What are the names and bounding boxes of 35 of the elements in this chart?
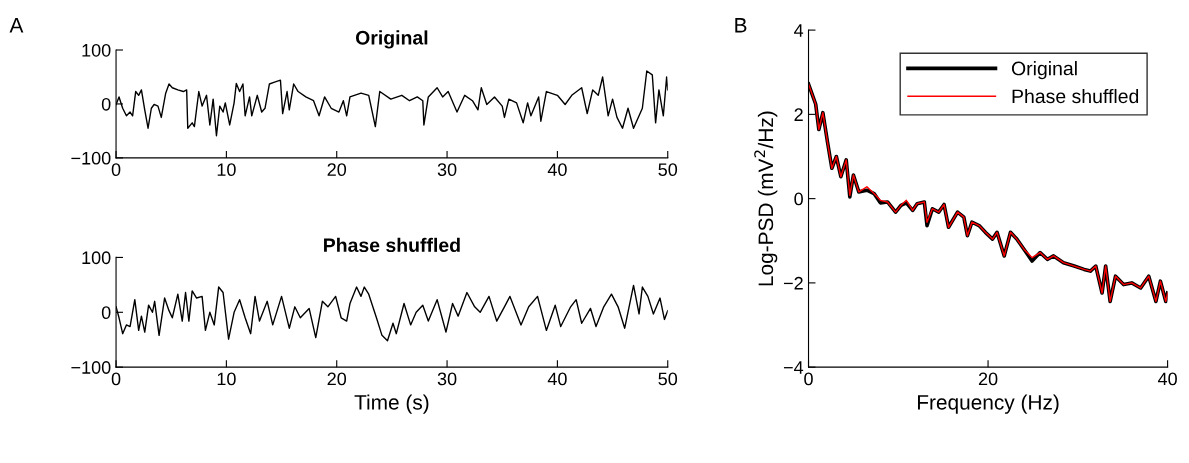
x-tick-label: 40 bbox=[1157, 372, 1177, 386]
x-tick-label: 10 bbox=[217, 372, 236, 386]
x-tick-label: 30 bbox=[437, 163, 457, 177]
x-tick-label: 40 bbox=[547, 372, 567, 386]
y-tick-label: 100 bbox=[82, 43, 111, 57]
y-tick-label: 100 bbox=[82, 251, 111, 265]
y-tick-label: 4 bbox=[794, 24, 804, 37]
legend-label: Original bbox=[1011, 61, 1077, 80]
text: B bbox=[735, 18, 747, 33]
x-tick-label: 0 bbox=[804, 372, 813, 386]
x-tick-label: 20 bbox=[978, 372, 998, 386]
text: A bbox=[9, 18, 24, 33]
y-tick-label: 0 bbox=[794, 192, 803, 206]
x-tick-label: 20 bbox=[327, 372, 347, 386]
legend-label: Phase shuffled bbox=[1012, 88, 1139, 104]
y-tick-label: 2 bbox=[794, 108, 803, 121]
y-tick-label: −100 bbox=[71, 361, 111, 374]
x-tick-label: 30 bbox=[437, 372, 457, 386]
x-axis-title: Time (s) bbox=[354, 394, 429, 414]
x-tick-label: 0 bbox=[111, 372, 121, 386]
y-tick-label: −100 bbox=[71, 151, 111, 165]
y-tick-label: −4 bbox=[783, 361, 804, 374]
x-tick-label: 0 bbox=[111, 163, 121, 177]
chart-title: Original bbox=[355, 30, 428, 49]
chart-title: Phase shuffled bbox=[324, 237, 460, 253]
y-tick-label: −2 bbox=[783, 276, 803, 290]
y-tick-label: 0 bbox=[101, 97, 111, 111]
x-axis-title: Frequency (Hz) bbox=[918, 394, 1059, 414]
x-tick-label: 40 bbox=[547, 163, 567, 177]
x-tick-label: 20 bbox=[327, 163, 347, 177]
x-tick-label: 10 bbox=[217, 163, 236, 177]
x-tick-label: 50 bbox=[658, 163, 678, 177]
x-tick-label: 50 bbox=[658, 372, 678, 386]
y-tick-label: 0 bbox=[101, 306, 111, 320]
y-axis-title: Log-PSD (mV$^{2}$/Hz) bbox=[754, 111, 778, 286]
